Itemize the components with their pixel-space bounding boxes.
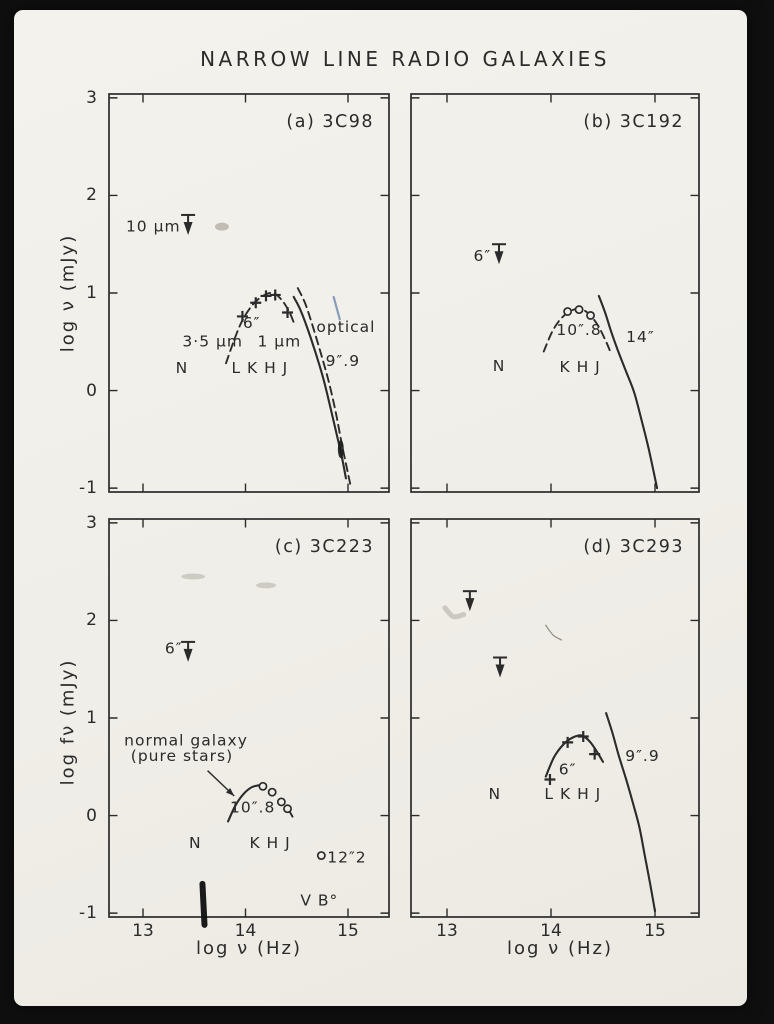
data-label: 6″ [243, 314, 261, 332]
plus-marker [260, 290, 272, 302]
x-axis-title-left: log ν (Hz) [196, 938, 302, 959]
data-label: (pure stars) [131, 747, 233, 765]
x-tick-label: 15 [337, 921, 359, 941]
panel-d-plot: (d) 3C293 6″ 9″.9 N L K H J [410, 518, 700, 918]
data-label: 6″ [474, 247, 492, 265]
plus-marker [589, 748, 601, 760]
pencil-arc [545, 624, 563, 641]
data-label: 14″ [626, 328, 655, 346]
x-axis-title-right: log ν (Hz) [507, 938, 613, 959]
circle-marker [283, 804, 292, 814]
circle-marker [316, 851, 326, 861]
panel-a-plot: (a) 3C98 10 μm 6″3·5 μm 1 μm N L K H J optical… [108, 93, 390, 493]
ink-blob [337, 440, 344, 459]
data-label: 3·5 μm [182, 333, 243, 351]
optical-continuum-solid [605, 712, 657, 913]
plus-marker [236, 310, 248, 322]
y-tick-label: -1 [79, 478, 98, 499]
annotation-arrow-head [225, 787, 235, 797]
smudge [214, 222, 229, 231]
data-label: N [493, 357, 506, 375]
y-tick-label: 3 [86, 87, 98, 108]
data-label: K H J [249, 834, 290, 852]
ink-blob-mark [199, 880, 208, 928]
data-label: 9″.9 [326, 352, 360, 370]
circle-marker [574, 305, 584, 315]
data-label: N [489, 785, 502, 803]
plus-marker [250, 297, 262, 309]
panel-c-plot: (c) 3C223 6″ normal galaxy(pure stars) 10″.… [108, 518, 390, 928]
upper-limit-arrow [493, 656, 508, 678]
axes-box [108, 93, 390, 493]
upper-limit-arrow [181, 640, 196, 662]
panel-title: (a) 3C98 [286, 112, 374, 132]
infrared-bump-solid-arc [544, 734, 605, 778]
panel-title: (c) 3C223 [275, 537, 374, 557]
data-label: N [176, 359, 189, 377]
smudge [181, 573, 206, 580]
data-label: normal galaxy [124, 731, 248, 749]
panel-title: (d) 3C293 [583, 537, 684, 557]
smudge-curl [442, 605, 467, 620]
axes-box [410, 518, 700, 918]
figure-paper [14, 10, 747, 1006]
axes-box [410, 93, 700, 493]
y-tick-label: 3 [86, 512, 98, 533]
plus-marker [544, 773, 556, 785]
data-label: 10 μm [126, 218, 181, 236]
plus-marker [562, 736, 574, 748]
plus-marker [269, 289, 281, 301]
data-label: V B° [300, 891, 338, 909]
circle-marker [276, 797, 286, 807]
circle-marker [586, 310, 595, 320]
normal-galaxy-solid-arc [227, 784, 260, 823]
x-tick-label: 14 [540, 921, 562, 941]
data-label: 10″.8 [230, 799, 275, 817]
data-label: 12″2 [327, 848, 366, 866]
y-tick-label: 0 [86, 805, 98, 826]
y-tick-label: 0 [86, 380, 98, 401]
data-label: optical [316, 318, 375, 336]
panel-title: (b) 3C192 [583, 112, 684, 132]
x-tick-label: 13 [132, 921, 154, 941]
circle-marker [258, 781, 268, 791]
data-label: N [189, 834, 202, 852]
data-label: 9″.9 [625, 747, 659, 765]
data-label: 10″.8 [556, 321, 601, 339]
smudge [256, 582, 276, 589]
y-tick-label: 2 [86, 185, 98, 206]
upper-limit-arrow [492, 243, 506, 265]
y-tick-label: 1 [86, 283, 98, 303]
y-tick-label: -1 [79, 903, 98, 924]
optical-continuum-solid [597, 294, 659, 490]
x-tick-label: 14 [234, 921, 257, 941]
data-label: K H J [559, 358, 600, 376]
data-label: 1 μm [257, 333, 301, 351]
y-tick-label: 1 [86, 708, 98, 728]
circle-marker [267, 787, 277, 797]
x-tick-label: 13 [436, 921, 458, 941]
data-label: L K H J [231, 359, 288, 377]
upper-limit-arrow [462, 590, 477, 612]
panel-b-plot: (b) 3C192 6″ 10″.8 14″ N K H J [410, 93, 700, 493]
plus-marker [282, 307, 294, 319]
blue-pen-mark [332, 295, 341, 321]
circle-marker [563, 307, 573, 316]
data-label: 6″ [165, 640, 183, 658]
plus-marker [577, 731, 589, 743]
data-label: 6″ [559, 761, 577, 779]
x-tick-label: 15 [644, 921, 666, 941]
y-tick-label: 2 [86, 610, 98, 631]
aperture-9.9-dashed [296, 287, 353, 490]
figure-title: NARROW LINE RADIO GALAXIES [200, 47, 610, 71]
upper-limit-arrow [181, 213, 196, 235]
data-label: L K H J [544, 785, 601, 803]
axes-box [108, 518, 390, 918]
